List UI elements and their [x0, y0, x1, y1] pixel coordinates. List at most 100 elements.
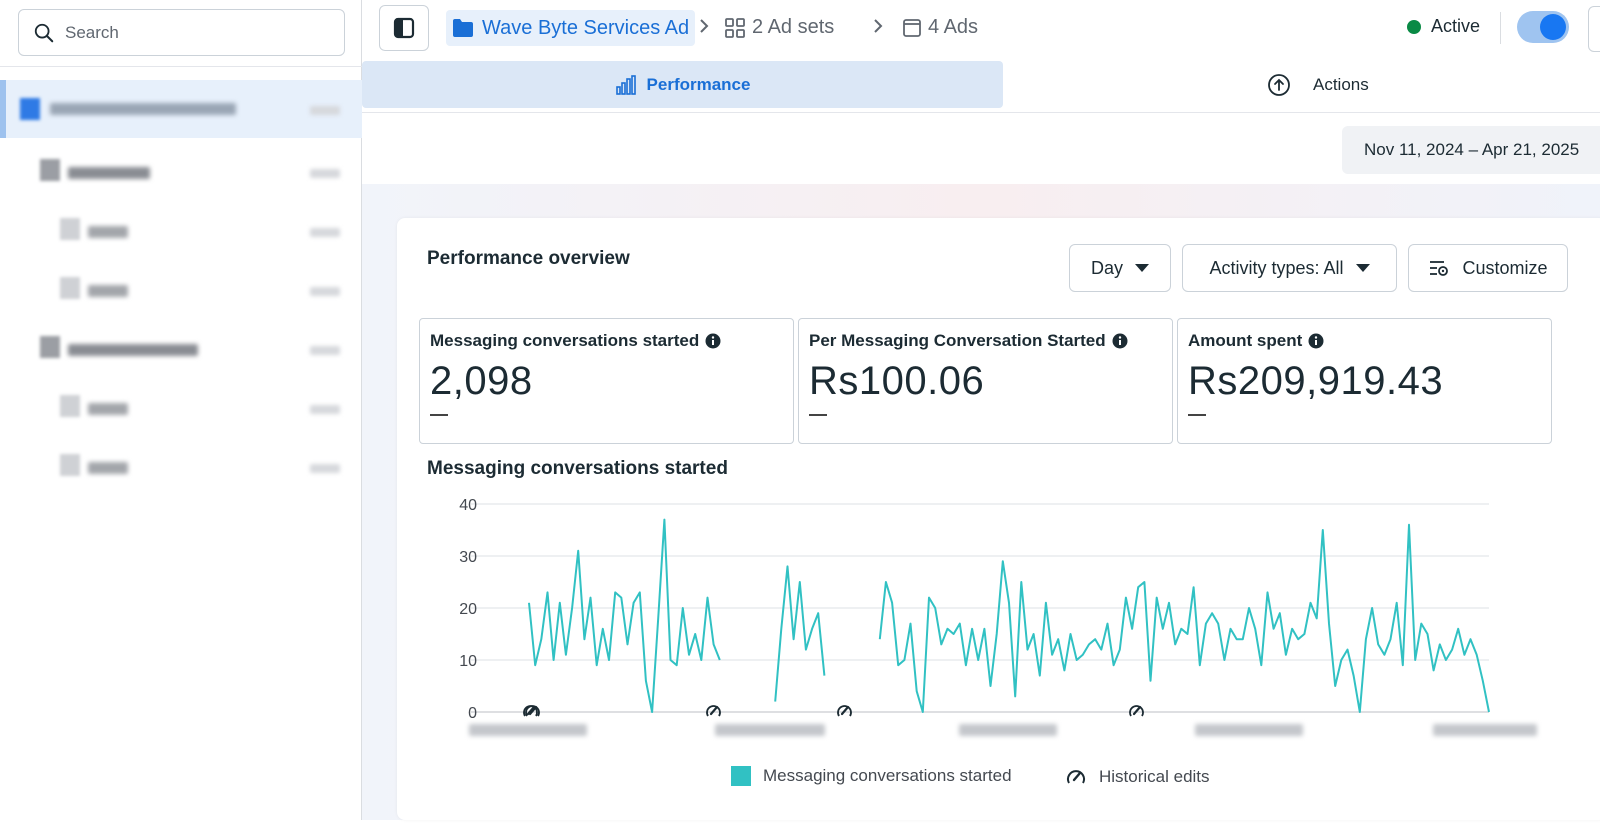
historical-edit-marker[interactable]	[706, 705, 721, 717]
y-tick-label: 10	[459, 653, 477, 670]
customize-icon	[1430, 261, 1449, 276]
tree-item-count	[310, 169, 340, 178]
breadcrumb-campaign[interactable]: Wave Byte Services Ad	[446, 10, 696, 46]
activity-types-dropdown[interactable]: Activity types: All	[1182, 244, 1397, 292]
series-line[interactable]	[878, 523, 1490, 713]
tree-item-label	[88, 285, 128, 297]
ad-icon	[60, 277, 80, 299]
breadcrumb-adsets-label: 2 Ad sets	[752, 16, 835, 38]
historical-edit-marker[interactable]	[837, 705, 852, 717]
tree-item-ad[interactable]	[0, 202, 362, 260]
historical-edit-marker[interactable]	[525, 705, 540, 717]
customize-button[interactable]: Customize	[1408, 244, 1568, 292]
overflow-button[interactable]	[1588, 6, 1600, 52]
tree-item-ad[interactable]	[0, 379, 362, 437]
y-tick-label: 40	[459, 497, 477, 514]
grid-icon	[725, 17, 745, 38]
tree-item-ad[interactable]	[0, 438, 362, 496]
sidebar	[0, 0, 362, 820]
metric-card-amount-spent[interactable]: Amount spent Rs209,919.43	[1177, 318, 1552, 444]
card-title: Performance overview	[427, 248, 630, 269]
divider	[1500, 12, 1501, 44]
breadcrumb-ads-label: 4 Ads	[928, 16, 979, 38]
tree-item-label	[68, 167, 150, 179]
chart-title: Messaging conversations started	[427, 458, 728, 479]
status-dot-icon	[1407, 19, 1421, 34]
metric-change	[430, 414, 448, 416]
tab-performance-label: Performance	[646, 74, 751, 94]
tree-item-label	[50, 103, 236, 115]
chevron-right-icon	[872, 18, 884, 39]
historical-edit-marker[interactable]	[1129, 705, 1144, 717]
date-range-label: Nov 11, 2024 – Apr 21, 2025	[1364, 140, 1580, 159]
adset-icon	[40, 159, 60, 181]
ad-icon	[60, 454, 80, 476]
series-line[interactable]	[774, 565, 826, 702]
x-tick-label-redacted	[959, 724, 1057, 736]
search-input[interactable]	[65, 22, 325, 43]
campaign-icon	[20, 98, 40, 120]
metric-label: Per Messaging Conversation Started	[809, 331, 1106, 350]
info-icon[interactable]	[1112, 333, 1128, 349]
y-tick-label: 0	[468, 705, 477, 722]
sidebar-panel-icon	[393, 17, 415, 39]
series-line[interactable]	[528, 518, 721, 713]
granularity-dropdown[interactable]: Day	[1069, 244, 1171, 292]
breadcrumb-campaign-label: Wave Byte Services Ad	[482, 16, 690, 39]
active-toggle[interactable]	[1517, 11, 1569, 43]
tree-item-campaign[interactable]	[0, 80, 362, 138]
tree-item-adset[interactable]	[0, 320, 362, 378]
tree-item-count	[310, 405, 340, 414]
breadcrumb-adsets[interactable]: 2 Ad sets	[724, 16, 834, 39]
legend-swatch	[731, 766, 751, 786]
metric-change	[809, 414, 827, 416]
tab-actions-label: Actions	[1313, 75, 1369, 94]
tree-item-count	[310, 346, 340, 355]
y-tick-label: 20	[459, 601, 477, 618]
tab-performance[interactable]: Performance	[362, 61, 1003, 108]
legend-item-historical-edits[interactable]: Historical edits	[1065, 766, 1210, 788]
tree-item-label	[88, 226, 128, 238]
status-indicator: Active	[1407, 16, 1480, 37]
tree-item-count	[310, 228, 340, 237]
granularity-label: Day	[1090, 257, 1123, 278]
status-label: Active	[1431, 16, 1481, 36]
tree-item-adset[interactable]	[0, 143, 362, 201]
metric-value: Rs100.06	[809, 359, 985, 403]
sidebar-divider	[0, 66, 362, 67]
ad-frame-icon	[903, 18, 921, 37]
metric-value: Rs209,919.43	[1188, 359, 1444, 403]
historical-edit-icon	[1067, 770, 1085, 784]
tree-item-ad[interactable]	[0, 261, 362, 319]
y-tick-label: 30	[459, 549, 477, 566]
x-tick-label-redacted	[1195, 724, 1303, 736]
line-chart[interactable]: 40 30 20 10 0	[397, 488, 1600, 758]
tab-actions[interactable]: Actions	[1267, 73, 1369, 97]
search-box[interactable]	[18, 9, 345, 56]
tree-item-label	[88, 462, 128, 474]
info-icon[interactable]	[1308, 333, 1324, 349]
ad-icon	[60, 218, 80, 240]
info-icon[interactable]	[705, 333, 721, 349]
caret-down-icon	[1135, 264, 1149, 272]
tree-item-count	[310, 106, 340, 115]
ad-icon	[60, 395, 80, 417]
caret-down-icon	[1355, 264, 1370, 272]
metric-label: Amount spent	[1188, 331, 1303, 350]
activity-types-label: Activity types: All	[1209, 257, 1344, 278]
metric-card-cost-per-conversation[interactable]: Per Messaging Conversation Started Rs100…	[798, 318, 1173, 444]
legend-label: Historical edits	[1099, 767, 1210, 786]
metric-card-conversations[interactable]: Messaging conversations started 2,098	[419, 318, 794, 444]
top-bar: Wave Byte Services Ad 2 Ad sets 4 Ads Ac…	[362, 0, 1600, 56]
date-range-picker[interactable]: Nov 11, 2024 – Apr 21, 2025	[1342, 126, 1600, 174]
legend-item-conversations[interactable]: Messaging conversations started	[731, 766, 1012, 786]
panel-toggle-button[interactable]	[379, 5, 429, 51]
metric-label: Messaging conversations started	[430, 331, 700, 350]
breadcrumb-ads[interactable]: 4 Ads	[902, 16, 978, 39]
arrow-up-circle-icon	[1268, 74, 1290, 96]
tree-item-label	[68, 344, 198, 356]
tree-item-count	[310, 287, 340, 296]
x-tick-label-redacted	[469, 724, 587, 736]
legend-label: Messaging conversations started	[763, 766, 1012, 785]
adset-icon	[40, 336, 60, 358]
